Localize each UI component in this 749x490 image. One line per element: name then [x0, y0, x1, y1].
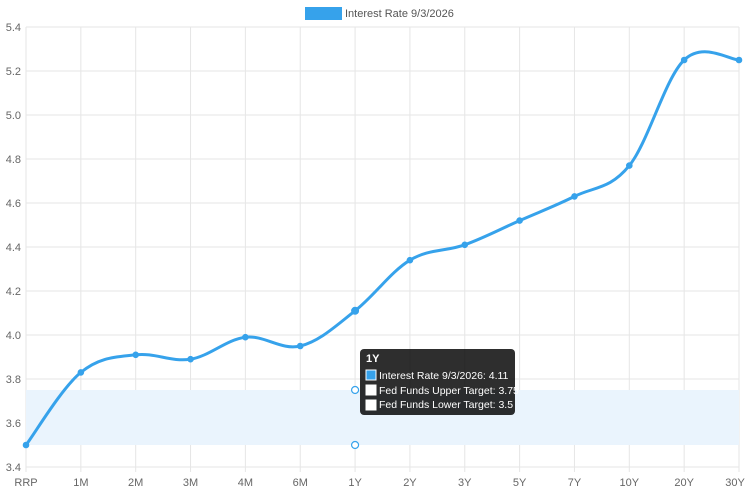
- data-point-rrp[interactable]: [22, 441, 30, 449]
- x-tick-label: 7Y: [568, 477, 582, 489]
- x-tick-label: 30Y: [725, 477, 745, 489]
- tooltip-line-lower: Fed Funds Lower Target: 3.5: [379, 399, 513, 411]
- x-tick-label: 2Y: [403, 477, 417, 489]
- x-tick-label: 2M: [128, 477, 143, 489]
- y-tick-label: 3.6: [6, 418, 21, 430]
- tooltip-swatch-lower: [365, 399, 377, 411]
- y-tick-label: 3.8: [6, 374, 21, 386]
- y-tick-label: 4.6: [6, 198, 21, 210]
- data-point-2m[interactable]: [132, 351, 139, 359]
- data-point-3y[interactable]: [461, 241, 469, 249]
- data-point-10y[interactable]: [626, 162, 633, 169]
- x-tick-label: 1Y: [348, 477, 362, 489]
- data-point-1m[interactable]: [77, 369, 85, 376]
- legend-swatch[interactable]: [305, 7, 342, 20]
- data-point-2y[interactable]: [406, 256, 414, 264]
- data-point-30y[interactable]: [735, 56, 743, 64]
- fed-funds-upper-point[interactable]: [350, 385, 360, 395]
- legend-label[interactable]: Interest Rate 9/3/2026: [345, 8, 454, 20]
- x-tick-label: 3M: [183, 477, 198, 489]
- y-tick-label: 4.4: [6, 242, 21, 254]
- y-axis-ticks: 3.4 3.6 3.8 4.0 4.2 4.4 4.6 4.8 5.0 5.2 5.4: [6, 22, 21, 474]
- y-tick-label: 4.0: [6, 330, 21, 342]
- x-tick-label: 20Y: [674, 477, 694, 489]
- data-point-3m[interactable]: [187, 355, 194, 363]
- tooltip-swatch-rate: [365, 369, 377, 381]
- series-points[interactable]: [22, 56, 743, 450]
- data-point-6m[interactable]: [296, 342, 304, 350]
- x-tick-label: 1M: [73, 477, 88, 489]
- data-point-7y[interactable]: [571, 193, 578, 200]
- y-tick-label: 5.2: [6, 66, 21, 78]
- tooltip-title: 1Y: [366, 353, 380, 365]
- x-tick-label: RRP: [14, 477, 37, 489]
- tooltip-swatch-upper: [365, 384, 377, 396]
- fed-funds-lower-point[interactable]: [350, 440, 360, 450]
- y-tick-label: 4.2: [6, 286, 21, 298]
- x-tick-label: 3Y: [458, 477, 472, 489]
- x-tick-label: 6M: [293, 477, 308, 489]
- tooltip: 1Y Interest Rate 9/3/2026: 4.11 Fed Fund…: [360, 349, 519, 415]
- y-tick-label: 5.4: [6, 22, 21, 34]
- y-tick-label: 4.8: [6, 154, 21, 166]
- data-point-20y[interactable]: [680, 56, 688, 64]
- x-axis-ticks: RRP 1M 2M 3M 4M 6M 1Y 2Y 3Y 5Y 7Y 10Y 20Y 30Y: [14, 477, 745, 489]
- data-point-1y[interactable]: [351, 306, 360, 315]
- data-point-5y[interactable]: [516, 217, 523, 224]
- x-tick-label: 10Y: [620, 477, 640, 489]
- tooltip-line-upper: Fed Funds Upper Target: 3.75: [379, 385, 519, 397]
- data-point-4m[interactable]: [242, 333, 249, 341]
- y-tick-label: 3.4: [6, 462, 21, 474]
- x-tick-label: 4M: [238, 477, 253, 489]
- tooltip-background: [360, 349, 515, 415]
- y-tick-label: 5.0: [6, 110, 21, 122]
- x-tick-label: 5Y: [513, 477, 527, 489]
- tooltip-line-rate: Interest Rate 9/3/2026: 4.11: [379, 370, 509, 382]
- legend[interactable]: Interest Rate 9/3/2026: [305, 7, 454, 20]
